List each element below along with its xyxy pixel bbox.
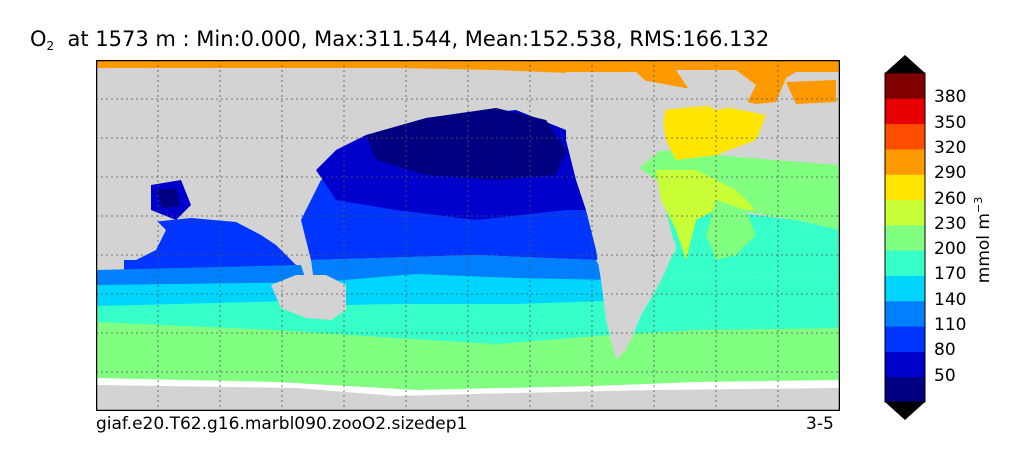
colorbar-tick-label: 320 <box>934 137 967 158</box>
colorbar-segment <box>885 199 925 226</box>
colorbar-tick-label: 50 <box>934 365 956 386</box>
atlantic-green-tongue <box>706 200 756 260</box>
colorbar-tick-label: 350 <box>934 112 967 133</box>
colorbar-segment <box>885 326 925 352</box>
title-subscript: 2 <box>46 39 55 53</box>
colorbar-tick-label: 380 <box>934 87 967 108</box>
colorbar-segment <box>885 73 925 99</box>
north-pacific-core <box>366 108 566 180</box>
colorbar-min-extension <box>885 402 925 420</box>
atlantic-yellow-green <box>656 170 756 260</box>
colorbar-tick-label: 110 <box>934 315 967 336</box>
title-species: O <box>30 27 47 51</box>
year-range: 3-5 <box>806 414 834 434</box>
case-name: giaf.e20.T62.g16.marbl090.zooO2.sizedep1 <box>96 414 468 434</box>
map-gridlines <box>96 60 840 411</box>
colorbar-segment <box>885 224 925 251</box>
colorbar-segment <box>885 123 925 150</box>
colorbar-unit-text: mmol m <box>973 213 994 284</box>
colorbar-segment <box>885 174 925 201</box>
title-statistics: at 1573 m : Min:0.000, Max:311.544, Mean… <box>67 27 770 51</box>
colorbar-tick-label: 170 <box>934 264 967 285</box>
africa-land <box>96 190 166 260</box>
colorbar-tick-label: 140 <box>934 289 967 310</box>
colorbar-max-extension <box>885 55 925 73</box>
atlantic-aqua <box>656 210 840 280</box>
north-atlantic-yellow <box>661 105 766 160</box>
antarctic-shelf-missing <box>96 378 840 396</box>
south-america-land <box>601 225 676 355</box>
colorbar-segment <box>885 376 925 403</box>
colorbar-segment <box>885 275 925 302</box>
colorbar-tick-label: 200 <box>934 239 967 260</box>
bay-of-bengal-core <box>156 188 180 208</box>
plot-title: O2 at 1573 m : Min:0.000, Max:311.544, M… <box>30 27 769 53</box>
eurasia-land <box>96 70 406 210</box>
colorbar-tick-label: 260 <box>934 188 967 209</box>
colorbar-segment <box>885 351 925 378</box>
australia-land <box>271 275 346 320</box>
nordic-orange <box>786 80 836 104</box>
colorbar-tick-label: 230 <box>934 213 967 234</box>
colorbar-segment <box>885 98 925 125</box>
colorbar-segment <box>885 300 925 327</box>
colorbar-tick-label: 290 <box>934 163 967 184</box>
colorbar <box>884 55 926 420</box>
colorbar-segment <box>885 250 925 276</box>
ocean-oxygen-map <box>96 60 840 411</box>
map-frame <box>96 60 840 411</box>
colorbar-segment <box>885 148 925 175</box>
pacific-cyan-band <box>296 274 636 306</box>
colorbar-frame <box>884 72 926 403</box>
colorbar-unit-label: mmol m−3 <box>972 197 994 283</box>
colorbar-tick-label: 80 <box>934 340 956 361</box>
colorbar-unit-exponent: −3 <box>972 196 986 213</box>
